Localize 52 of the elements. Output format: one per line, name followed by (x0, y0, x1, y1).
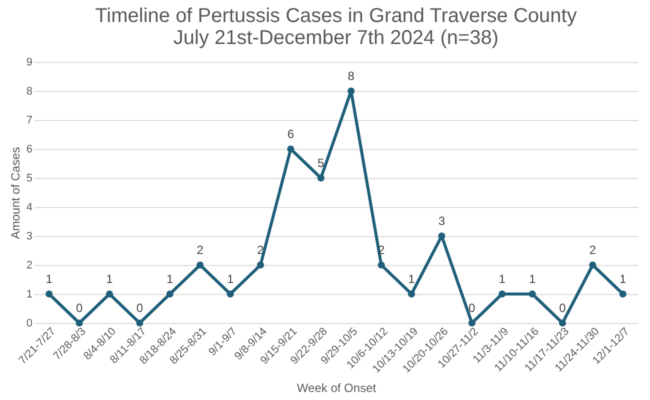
chart-title: Timeline of Pertussis Cases in Grand Traverse County July 21st-December 7th 2024 (n=38) (95, 5, 577, 49)
data-label: 1 (106, 272, 114, 286)
y-tick-label: 3 (26, 230, 32, 242)
data-label: 3 (438, 214, 446, 228)
y-tick-label: 9 (26, 56, 32, 68)
y-tick-label: 1 (26, 288, 32, 300)
point (256, 261, 264, 269)
data-label: 0 (76, 301, 83, 315)
data-label: 6 (287, 127, 294, 141)
y-tick-label: 2 (26, 260, 32, 272)
point (589, 261, 596, 269)
y-axis-title: Amount of Cases (8, 146, 22, 240)
point (378, 261, 385, 269)
data-label: 5 (318, 156, 325, 170)
point (317, 174, 324, 182)
data-label: 8 (348, 69, 355, 83)
point (468, 319, 476, 327)
data-label: 1 (408, 272, 416, 286)
point (408, 290, 416, 298)
y-tick-label: 0 (26, 318, 32, 330)
data-label: 0 (468, 301, 476, 315)
point (46, 290, 53, 298)
data-label: 0 (559, 301, 566, 315)
data-label: 1 (46, 272, 53, 286)
y-tick-label: 5 (26, 172, 32, 184)
point (76, 319, 83, 327)
point (166, 290, 174, 298)
data-label: 2 (257, 243, 264, 257)
data-label: 2 (196, 243, 204, 257)
data-label: 1 (226, 272, 234, 286)
point (136, 319, 144, 327)
data-label: 1 (528, 272, 536, 286)
point (348, 87, 355, 95)
point (287, 145, 294, 153)
point (619, 290, 626, 298)
data-label: 2 (589, 243, 596, 257)
y-tick-label: 6 (26, 144, 32, 156)
point (106, 290, 114, 298)
x-axis-title: Week of Onset (296, 380, 377, 395)
data-label: 1 (166, 272, 174, 286)
data-label: 0 (136, 301, 144, 315)
point (498, 290, 506, 298)
y-tick-label: 8 (26, 86, 32, 98)
point (438, 232, 446, 240)
point (196, 261, 204, 269)
point (226, 290, 234, 298)
y-tick-label: 4 (26, 202, 32, 214)
data-label: 1 (498, 272, 506, 286)
data-label: 1 (620, 272, 627, 286)
point (528, 290, 536, 298)
point (558, 319, 566, 327)
y-tick-label: 7 (26, 114, 32, 126)
